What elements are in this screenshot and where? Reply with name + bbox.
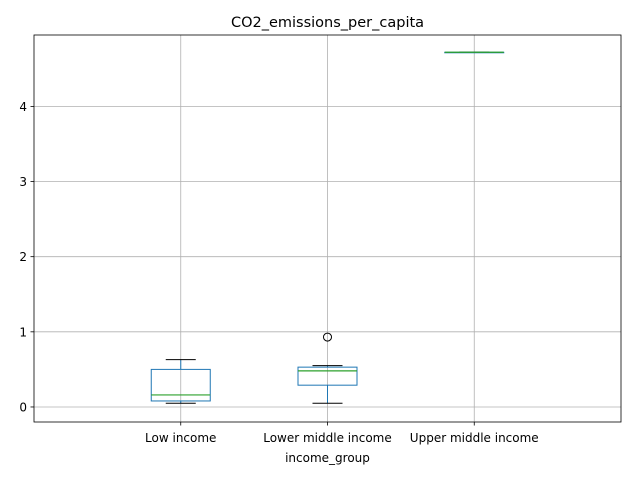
y-tick-label: 1: [19, 325, 27, 339]
y-tick-label: 4: [19, 100, 27, 114]
box-group: [297, 332, 358, 404]
tick-layer: 0 1 2 3 4 Low income Lower middle income Upper …: [19, 100, 538, 445]
box-iqr: [297, 366, 358, 386]
x-tick-label: Low income: [145, 431, 216, 445]
box-group: [444, 51, 505, 54]
grid-layer: [34, 35, 621, 422]
box-iqr: [150, 368, 211, 402]
y-tick-label: 0: [19, 400, 27, 414]
x-tick-label: Upper middle income: [410, 431, 539, 445]
chart-title: CO2_emissions_per_capita: [231, 15, 424, 31]
outlier-point: [323, 332, 332, 342]
x-axis-label: income_group: [285, 451, 370, 465]
box-group: [150, 359, 211, 404]
y-tick-label: 3: [19, 175, 27, 189]
y-tick-label: 2: [19, 250, 27, 264]
x-tick-label: Lower middle income: [263, 431, 392, 445]
box-layer: [150, 51, 505, 404]
